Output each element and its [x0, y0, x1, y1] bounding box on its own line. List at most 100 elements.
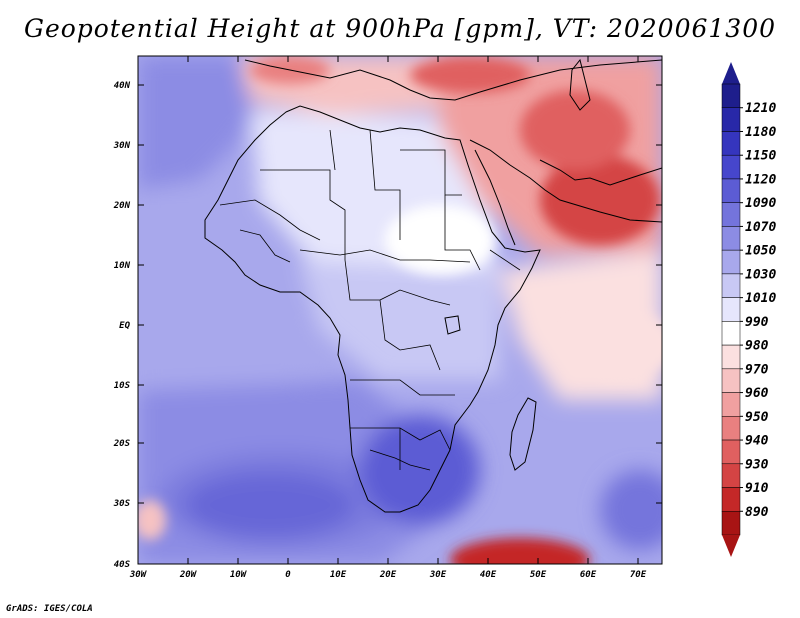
caspian: [569, 58, 591, 111]
colorbar-label: 980: [745, 339, 769, 354]
colorbar-label: 1090: [745, 196, 776, 211]
lat-label: 40S: [114, 560, 131, 570]
colorbar-label: 970: [745, 362, 769, 377]
africa-coastline: [204, 105, 541, 513]
field-iran-low: [520, 90, 630, 170]
colorbar-swatch: [721, 154, 741, 180]
colorbar-bottom-arrow: [722, 535, 740, 557]
colorbar: 1210 1180 1150 1120 1090 1070 1050 1030 1010 990 9…: [721, 62, 776, 557]
plot-frame: [137, 55, 663, 565]
gulf-coast: [539, 159, 662, 186]
colorbar-label: 950: [745, 410, 769, 425]
colorbar-swatch: [721, 416, 741, 441]
colorbar-top-arrow: [722, 62, 740, 84]
border-14: [239, 229, 291, 263]
country-borders: [219, 129, 521, 471]
lat-label: 20N: [113, 201, 131, 211]
colorbar-label: 990: [745, 315, 769, 330]
lat-label: 30S: [113, 499, 131, 509]
europe-coast: [244, 59, 662, 101]
lat-label: 40N: [114, 81, 131, 91]
lon-label: 40E: [480, 570, 497, 580]
colorbar-label: 1210: [745, 101, 776, 116]
latitude-axis: 40N 30N 20N 10N EQ 10S 20S 30S 40S: [113, 81, 662, 570]
field-trop-atlantic: [138, 180, 320, 390]
colorbar-label: 1070: [745, 220, 776, 235]
lon-label: 20W: [179, 570, 198, 580]
colorbar-swatch: [721, 368, 741, 393]
field-sio-high: [600, 470, 662, 550]
field-arabian-sea: [565, 310, 662, 380]
colorbar-swatch: [721, 83, 741, 108]
border-9: [350, 379, 455, 396]
colorbar-label: 930: [745, 457, 769, 472]
border-3: [369, 129, 401, 240]
field-central-africa: [300, 260, 500, 380]
lon-label: 30E: [429, 570, 447, 580]
colorbar-swatch: [721, 107, 741, 132]
colorbar-swatch: [721, 178, 741, 203]
colorbar-swatch: [721, 321, 741, 346]
colorbar-swatch: [721, 463, 741, 488]
border-11: [369, 449, 431, 471]
field-sw-low: [138, 500, 166, 540]
colorbar-swatch: [721, 131, 741, 156]
colorbar-swatch: [721, 439, 741, 465]
colorbar-label: 910: [745, 481, 769, 496]
colorbar-swatch: [721, 226, 741, 251]
map-title: Geopotential Height at 900hPa [gpm], VT:…: [23, 14, 777, 43]
border-7: [344, 259, 451, 306]
lon-label: 30W: [129, 570, 148, 580]
border-1: [260, 169, 346, 260]
lat-label: 20S: [113, 439, 131, 449]
border-2: [329, 129, 336, 171]
colorbar-swatch: [721, 249, 741, 275]
colorbar-swatch: [721, 487, 741, 512]
border-15: [489, 249, 521, 271]
field-arabia-core: [540, 155, 660, 245]
madagascar: [509, 397, 537, 471]
lake-victoria: [444, 315, 461, 335]
colorbar-label: 890: [745, 505, 769, 520]
border-13: [219, 199, 321, 241]
lon-label: 60E: [580, 570, 597, 580]
lon-label: 10W: [230, 570, 248, 580]
colorbar-swatch: [721, 511, 741, 536]
lon-label: 70E: [630, 570, 647, 580]
lon-label: 50E: [530, 570, 547, 580]
colorbar-label: 960: [745, 386, 769, 401]
lon-label: 0: [285, 570, 291, 580]
colorbar-label: 1010: [745, 291, 776, 306]
field-turkey-low: [410, 57, 530, 93]
field-sahel-white: [385, 205, 495, 275]
arabia-coast: [469, 139, 662, 223]
field-nw-atlantic: [138, 56, 260, 190]
border-8: [379, 299, 441, 371]
colorbar-label: 1150: [745, 149, 776, 164]
colorbar-label: 940: [745, 434, 769, 449]
lon-label: 20E: [379, 570, 397, 580]
height-field: [138, 56, 662, 564]
field-southern-low: [450, 538, 590, 564]
lat-label: EQ: [119, 321, 130, 331]
border-5: [444, 195, 481, 271]
colorbar-label: 1050: [745, 244, 776, 259]
red-sea-east: [474, 149, 516, 246]
lon-label: 10E: [330, 570, 347, 580]
colorbar-swatch: [721, 273, 741, 298]
field-sa-high: [160, 452, 400, 548]
colorbar-swatch: [721, 202, 741, 227]
border-10: [350, 427, 451, 451]
coastlines: [204, 58, 662, 513]
border-6: [299, 249, 471, 263]
colorbar-label: 1030: [745, 267, 776, 282]
border-4: [400, 149, 462, 196]
colorbar-label: 1180: [745, 125, 776, 140]
colorbar-swatch: [721, 392, 741, 417]
colorbar-label: 1120: [745, 172, 776, 187]
field-saf-high: [360, 415, 480, 525]
colorbar-swatch: [721, 297, 741, 322]
lat-label: 10S: [114, 381, 131, 391]
software-credit: GrADS: IGES/COLA: [6, 604, 93, 614]
